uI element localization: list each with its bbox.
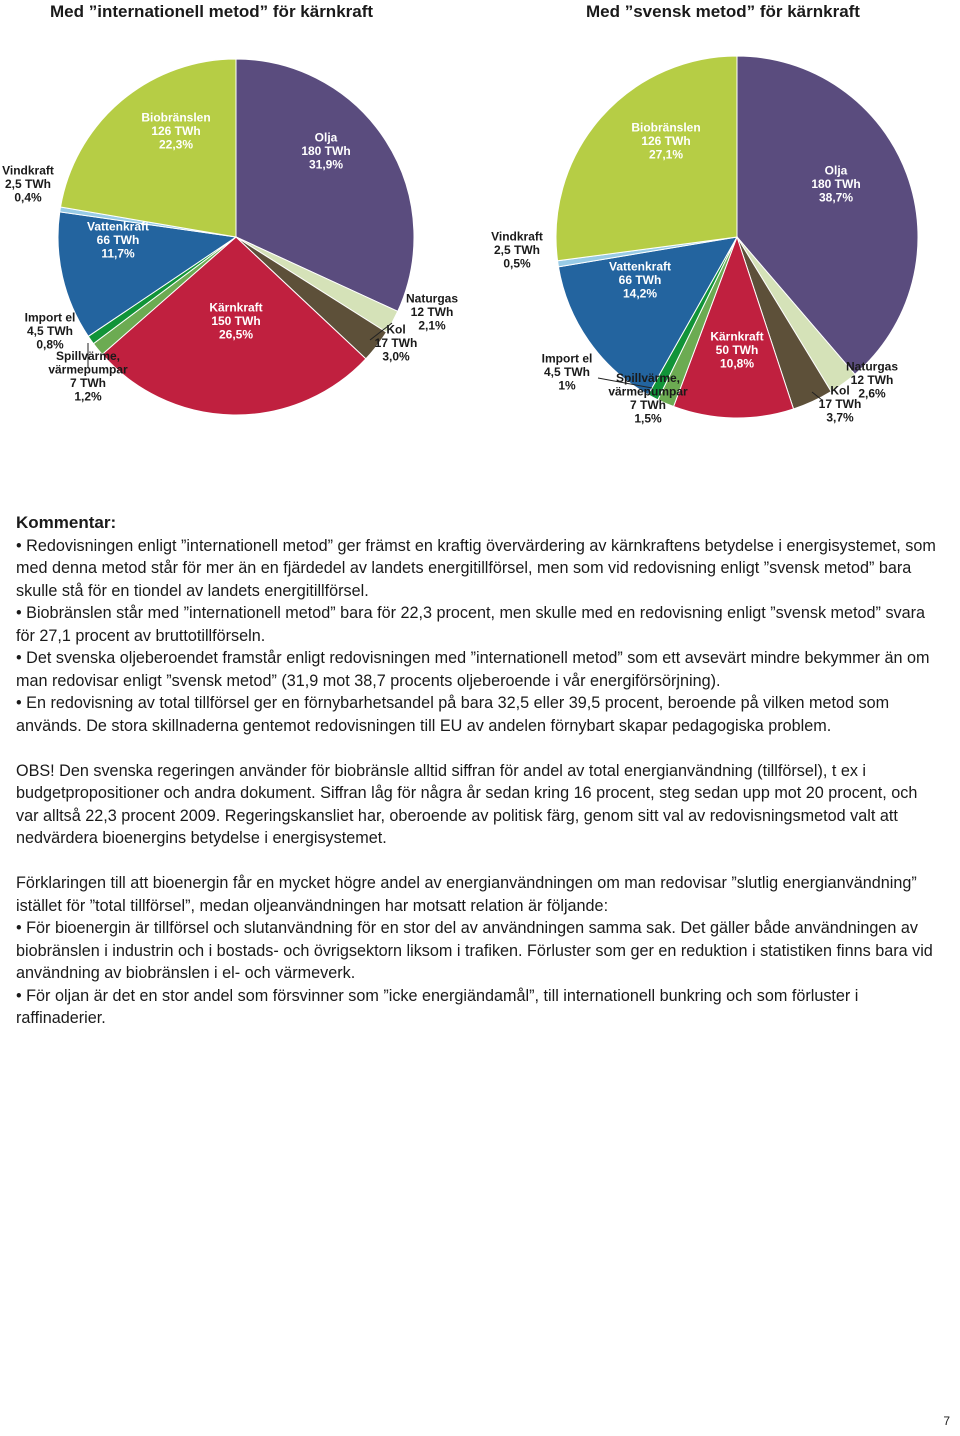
slice-label: Olja 180 TWh 31,9% xyxy=(301,131,350,172)
pie-charts: Olja 180 TWh 31,9%Naturgas 12 TWh 2,1%Kol 17 … xyxy=(2,55,919,426)
slice-label: Import el 4,5 TWh 0,8% xyxy=(25,311,76,352)
commentary-bullet-1: • Redovisningen enligt ”internationell m… xyxy=(16,536,936,600)
explanation-bullet-1: • För bioenergin är tillförsel och sluta… xyxy=(16,919,933,982)
slice-kärnkraft xyxy=(672,235,795,419)
slice-label: Vattenkraft 66 TWh 14,2% xyxy=(609,260,671,301)
slice-label: Vattenkraft 66 TWh 11,7% xyxy=(87,220,149,261)
commentary-bullet-4: • En redovisning av total tillförsel ger… xyxy=(16,694,890,735)
slice-label: Biobränslen 126 TWh 27,1% xyxy=(631,121,700,162)
commentary-bullet-3: • Det svenska oljeberoendet framstår enl… xyxy=(16,649,930,690)
slice-olja xyxy=(736,55,919,376)
slice-label: Import el 4,5 TWh 1% xyxy=(542,352,593,393)
commentary-section: Kommentar: • Redovisningen enligt ”inter… xyxy=(16,512,936,1030)
slice-label: Biobränslen 126 TWh 22,3% xyxy=(141,111,210,152)
slice-label: Kärnkraft 50 TWh 10,8% xyxy=(710,330,763,371)
leader-line xyxy=(369,322,393,341)
slice-kärnkraft xyxy=(101,236,367,416)
right-chart-title: Med ”svensk metod” för kärnkraft xyxy=(586,2,860,21)
commentary-heading: Kommentar: xyxy=(16,513,117,532)
slice-biobränslen xyxy=(59,58,237,238)
slice-label: Kol 17 TWh 3,7% xyxy=(819,384,862,425)
slice-label: Spillvärme, värmepumpar 7 TWh 1,5% xyxy=(608,371,688,426)
obs-paragraph: OBS! Den svenska regeringen använder för… xyxy=(16,761,918,848)
pie-international xyxy=(57,58,415,416)
slice-label: Vindkraft 2,5 TWh 0,4% xyxy=(2,164,54,205)
slice-label: Kol 17 TWh 3,0% xyxy=(375,323,418,364)
explanation-intro: Förklaringen till att bioenergin får en … xyxy=(16,874,917,915)
slice-vattenkraft xyxy=(557,236,738,396)
slice-label: Olja 180 TWh 38,7% xyxy=(811,164,860,205)
slice-label: Kärnkraft 150 TWh 26,5% xyxy=(209,301,262,342)
slice-biobränslen xyxy=(555,55,738,262)
left-chart-title: Med ”internationell metod” för kärnkraft xyxy=(50,2,374,21)
commentary-bullet-2: • Biobränslen står med ”internationell m… xyxy=(16,604,926,645)
leader-line xyxy=(597,377,653,389)
slice-vattenkraft xyxy=(57,211,238,338)
slice-label: Vindkraft 2,5 TWh 0,5% xyxy=(491,230,543,271)
page-number: 7 xyxy=(943,1414,950,1428)
pie-swedish xyxy=(555,55,919,419)
leader-line xyxy=(811,391,823,401)
slice-label: Naturgas 12 TWh 2,6% xyxy=(846,360,898,401)
slice-label: Naturgas 12 TWh 2,1% xyxy=(406,292,458,333)
explanation-bullet-2: • För oljan är det en stor andel som för… xyxy=(16,986,859,1028)
slice-olja xyxy=(235,58,415,313)
